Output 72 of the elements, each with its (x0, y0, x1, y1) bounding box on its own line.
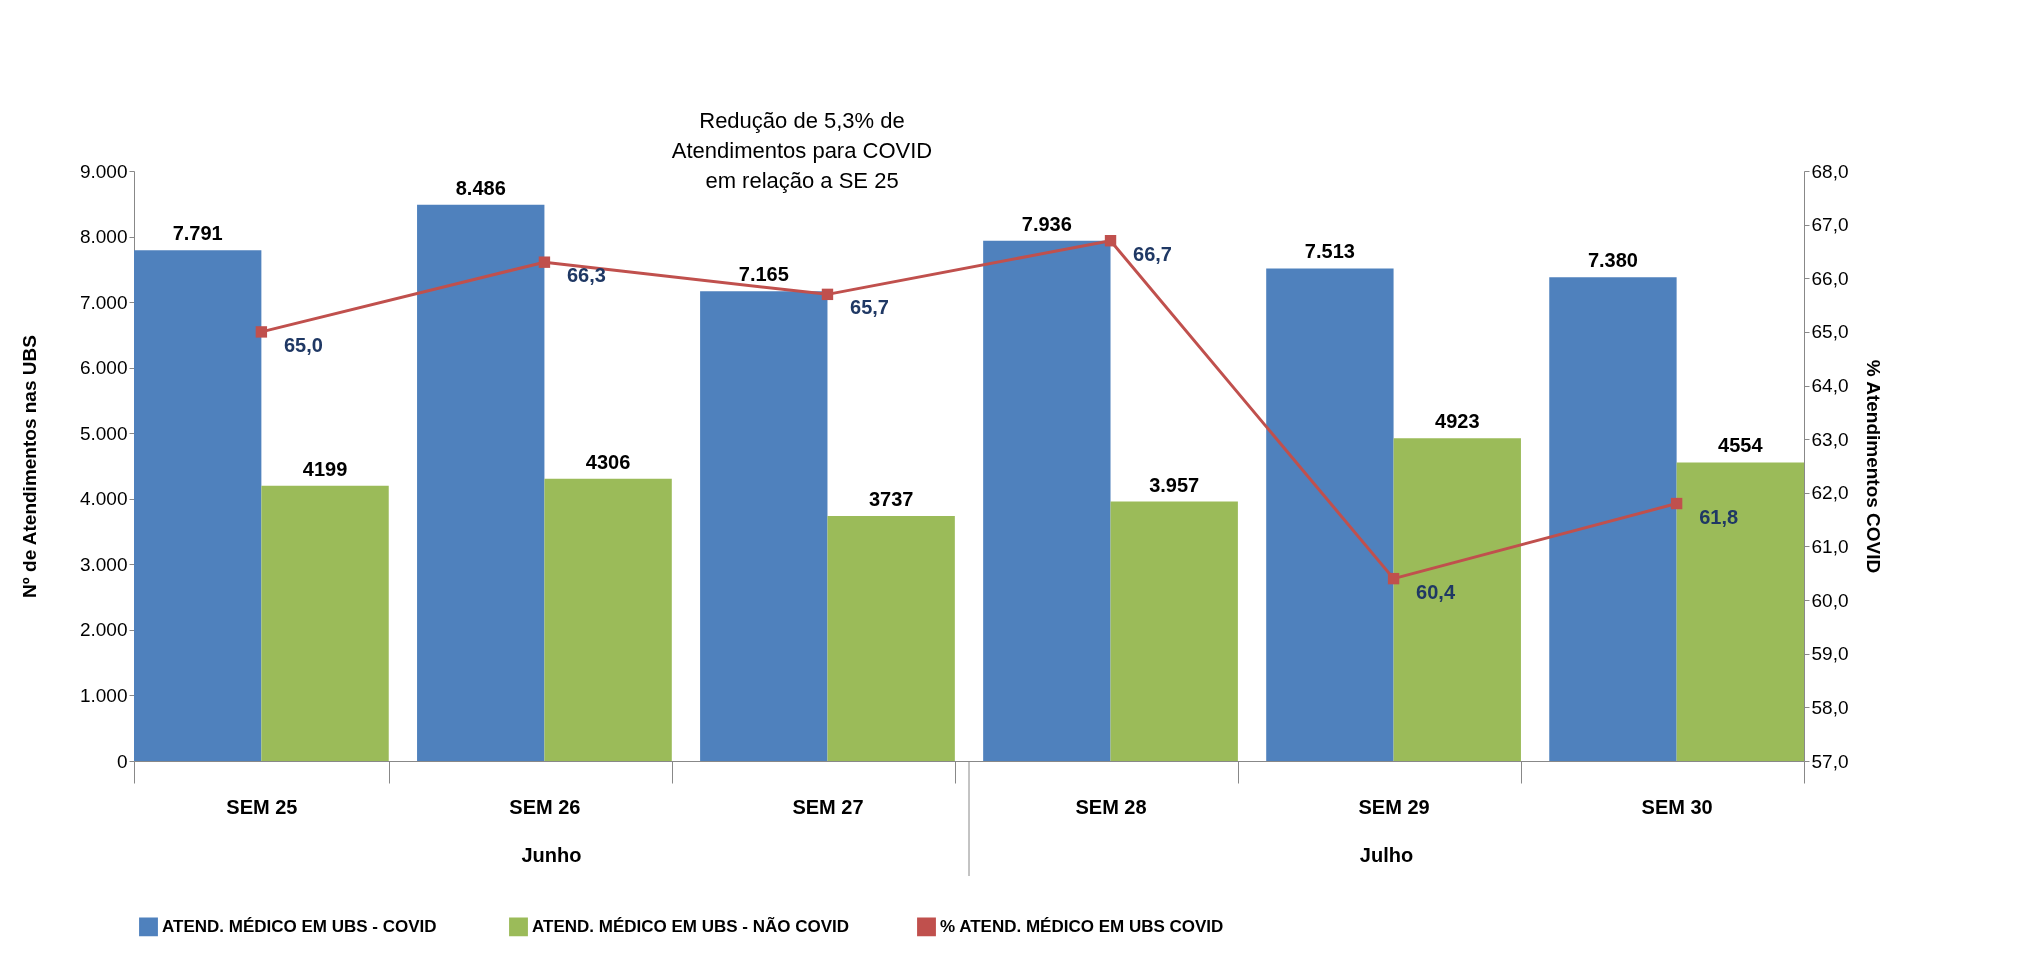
y-tick-label: 5.000 (79, 422, 128, 444)
bar (1549, 277, 1677, 761)
bar (983, 240, 1111, 761)
y-tick-label: 8.000 (79, 226, 128, 248)
data-label: 65,0 (283, 333, 323, 356)
x-tick-label: SEM 27 (792, 795, 864, 818)
bar (544, 478, 672, 761)
y-tick-label: 0 (116, 750, 128, 772)
y2-tick-label: 58,0 (1811, 696, 1849, 718)
y-tick-label: 4.000 (79, 488, 128, 510)
y-tick-label: 6.000 (79, 357, 128, 379)
data-label: 4199 (302, 457, 348, 480)
data-label: 7.936 (1021, 212, 1072, 235)
y2-tick-label: 60,0 (1811, 589, 1849, 611)
x-tick-label: SEM 30 (1641, 795, 1713, 818)
data-label: 66,3 (566, 264, 606, 287)
point (1387, 572, 1400, 585)
y2-tick-label: 61,0 (1811, 535, 1849, 557)
data-label: 4554 (1718, 434, 1764, 457)
x-tick-label: SEM 25 (226, 795, 298, 818)
bar (1393, 438, 1521, 761)
x-tick-label: SEM 26 (509, 795, 581, 818)
data-label: 7.380 (1587, 249, 1638, 272)
y-tick-label: 3.000 (79, 553, 128, 575)
legend-label: % ATEND. MÉDICO EM UBS COVID (940, 916, 1224, 936)
data-label: 60,4 (1416, 580, 1456, 603)
data-label: 66,7 (1133, 242, 1172, 265)
data-label: 7.513 (1304, 240, 1355, 263)
data-label: 3737 (868, 488, 914, 511)
y2-tick-label: 67,0 (1811, 214, 1849, 236)
point (1670, 497, 1683, 510)
point (538, 256, 551, 268)
bar (827, 516, 955, 761)
y-tick-label: 9.000 (79, 160, 128, 182)
data-label: 7.165 (738, 263, 789, 286)
y-tick-label: 7.000 (79, 291, 128, 313)
y2-tick-label: 62,0 (1811, 482, 1849, 504)
bar (261, 485, 389, 761)
data-label: 4923 (1435, 410, 1480, 433)
y2-tick-label: 57,0 (1811, 750, 1849, 772)
y-tick-label: 2.000 (79, 619, 128, 641)
bar (1266, 268, 1394, 761)
data-label: 65,7 (850, 296, 889, 319)
y2-axis-title: % Atendimentos COVID (1863, 359, 1885, 574)
bar (134, 250, 262, 761)
y2-tick-label: 65,0 (1811, 321, 1849, 343)
bar (700, 291, 828, 761)
data-label: 4306 (585, 450, 631, 473)
y2-tick-label: 63,0 (1811, 428, 1849, 450)
y-axis-title: Nº de Atendimentos nas UBS (18, 335, 40, 598)
text: Junho (521, 844, 582, 866)
y2-tick-label: 68,0 (1811, 160, 1849, 182)
data-label: 7.791 (172, 222, 223, 245)
bar (1110, 501, 1238, 761)
x-tick-label: SEM 28 (1075, 795, 1147, 818)
bar (1676, 462, 1804, 761)
text: Julho (1359, 844, 1414, 866)
point (255, 326, 268, 338)
annotation: Redução de 5,3% de Atendimentos para COVID em relação a SE 25 (671, 108, 933, 193)
point (821, 288, 834, 301)
y-tick-label: 1.000 (79, 684, 128, 706)
x-tick-label: SEM 29 (1358, 795, 1430, 818)
y2-tick-label: 59,0 (1811, 643, 1849, 665)
bar (417, 204, 545, 761)
data-label: 61,8 (1699, 505, 1739, 528)
data-label: 3.957 (1149, 473, 1200, 496)
y2-tick-label: 64,0 (1811, 375, 1849, 397)
y2-tick-label: 66,0 (1811, 267, 1849, 289)
legend-label: ATEND. MÉDICO EM UBS - NÃO COVID (532, 915, 850, 936)
data-label: 8.486 (455, 176, 506, 199)
point (1104, 235, 1117, 247)
legend-label: ATEND. MÉDICO EM UBS - COVID (162, 916, 437, 936)
